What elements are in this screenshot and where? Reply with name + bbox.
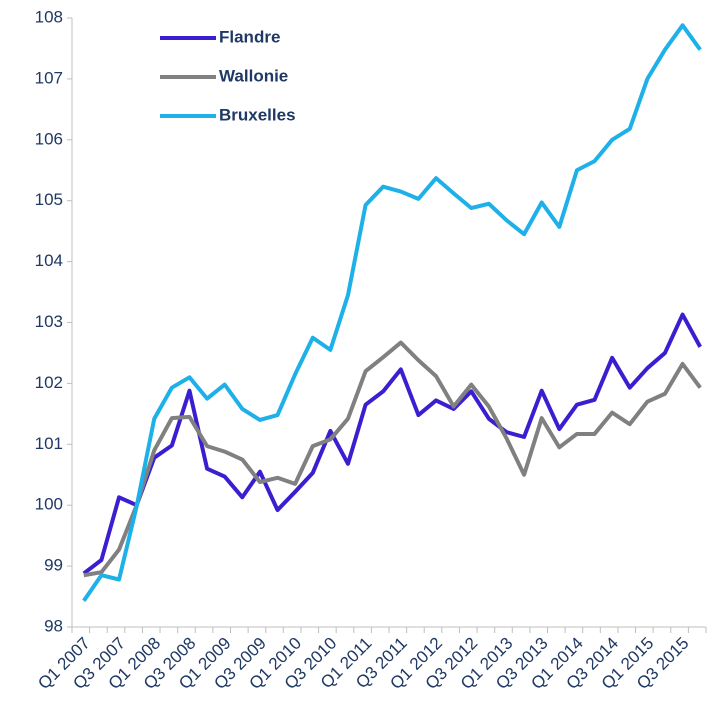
y-tick-label: 98 <box>44 616 63 635</box>
y-tick-label: 104 <box>35 251 63 270</box>
y-tick-label: 99 <box>44 556 63 575</box>
series-line <box>82 23 702 602</box>
y-tick-label: 100 <box>35 495 63 514</box>
legend-label: Wallonie <box>219 66 288 85</box>
y-tick-label: 107 <box>35 68 63 87</box>
y-tick-label: 101 <box>35 434 63 453</box>
y-tick-label: 103 <box>35 312 63 331</box>
legend-label: Flandre <box>219 27 280 46</box>
series-line <box>82 312 702 575</box>
legend-label: Bruxelles <box>219 105 296 124</box>
series-line <box>83 340 702 578</box>
y-tick-label: 108 <box>35 7 63 26</box>
y-tick-label: 105 <box>35 190 63 209</box>
y-tick-label: 106 <box>35 129 63 148</box>
y-tick-label: 102 <box>35 373 63 392</box>
